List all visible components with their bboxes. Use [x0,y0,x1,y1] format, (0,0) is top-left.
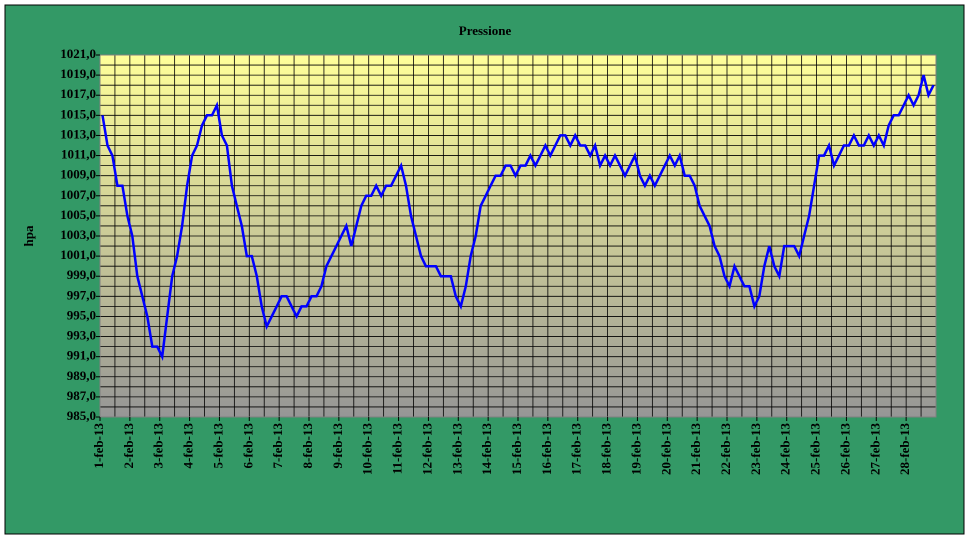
x-tick-label: 3-feb-13 [151,423,166,469]
chart-title: Pressione [459,23,512,38]
x-tick-label: 23-feb-13 [748,423,763,475]
x-tick-label: 20-feb-13 [658,423,673,475]
y-tick-label: 989,0 [67,368,96,383]
y-tick-label: 999,0 [67,267,96,282]
y-tick-label: 991,0 [67,348,96,363]
y-tick-label: 1005,0 [60,207,96,222]
y-axis-label: hpa [21,225,36,246]
x-tick-label: 2-feb-13 [121,423,136,469]
x-tick-label: 12-feb-13 [419,423,434,475]
x-tick-label: 17-feb-13 [569,423,584,475]
x-tick-label: 11-feb-13 [390,423,405,475]
y-tick-label: 993,0 [67,328,96,343]
y-tick-label: 987,0 [67,388,96,403]
x-tick-label: 19-feb-13 [628,423,643,475]
y-tick-label: 1007,0 [60,187,96,202]
marks [101,74,935,361]
y-tick-label: 1001,0 [60,247,96,262]
x-tick-label: 6-feb-13 [240,423,255,469]
x-tick-label: 24-feb-13 [778,423,793,475]
x-tick-label: 16-feb-13 [539,423,554,475]
x-tick-label: 8-feb-13 [300,423,315,469]
x-tick-label: 7-feb-13 [270,423,285,469]
x-tick-label: 1-feb-13 [91,423,106,469]
y-tick-label: 997,0 [67,287,96,302]
x-tick-label: 5-feb-13 [210,423,225,469]
y-tick-label: 985,0 [67,408,96,423]
x-tick-label: 9-feb-13 [330,423,345,469]
grid [100,54,936,418]
x-tick-label: 13-feb-13 [449,423,464,475]
y-tick-label: 1013,0 [60,126,96,141]
y-tick-label: 1015,0 [60,106,96,121]
y-tick-label: 1021,0 [60,46,96,61]
y-tick-label: 1019,0 [60,66,96,81]
y-tick-label: 1003,0 [60,227,96,242]
y-tick-label: 995,0 [67,307,96,322]
y-tick-label: 1017,0 [60,86,96,101]
line [101,74,935,361]
x-tick-label: 26-feb-13 [837,423,852,475]
x-tick-label: 18-feb-13 [599,423,614,475]
x-tick-label: 15-feb-13 [509,423,524,475]
x-tick-label: 4-feb-13 [181,423,196,469]
x-tick-label: 25-feb-13 [808,423,823,475]
x-tick-label: 22-feb-13 [718,423,733,475]
x-tick-label: 27-feb-13 [867,423,882,475]
x-tick-label: 28-feb-13 [897,423,912,475]
x-tick-label: 10-feb-13 [360,423,375,475]
y-tick-label: 1011,0 [61,147,96,162]
y-tick-label: 1009,0 [60,167,96,182]
x-tick-label: 21-feb-13 [688,423,703,475]
x-tick-label: 14-feb-13 [479,423,494,475]
